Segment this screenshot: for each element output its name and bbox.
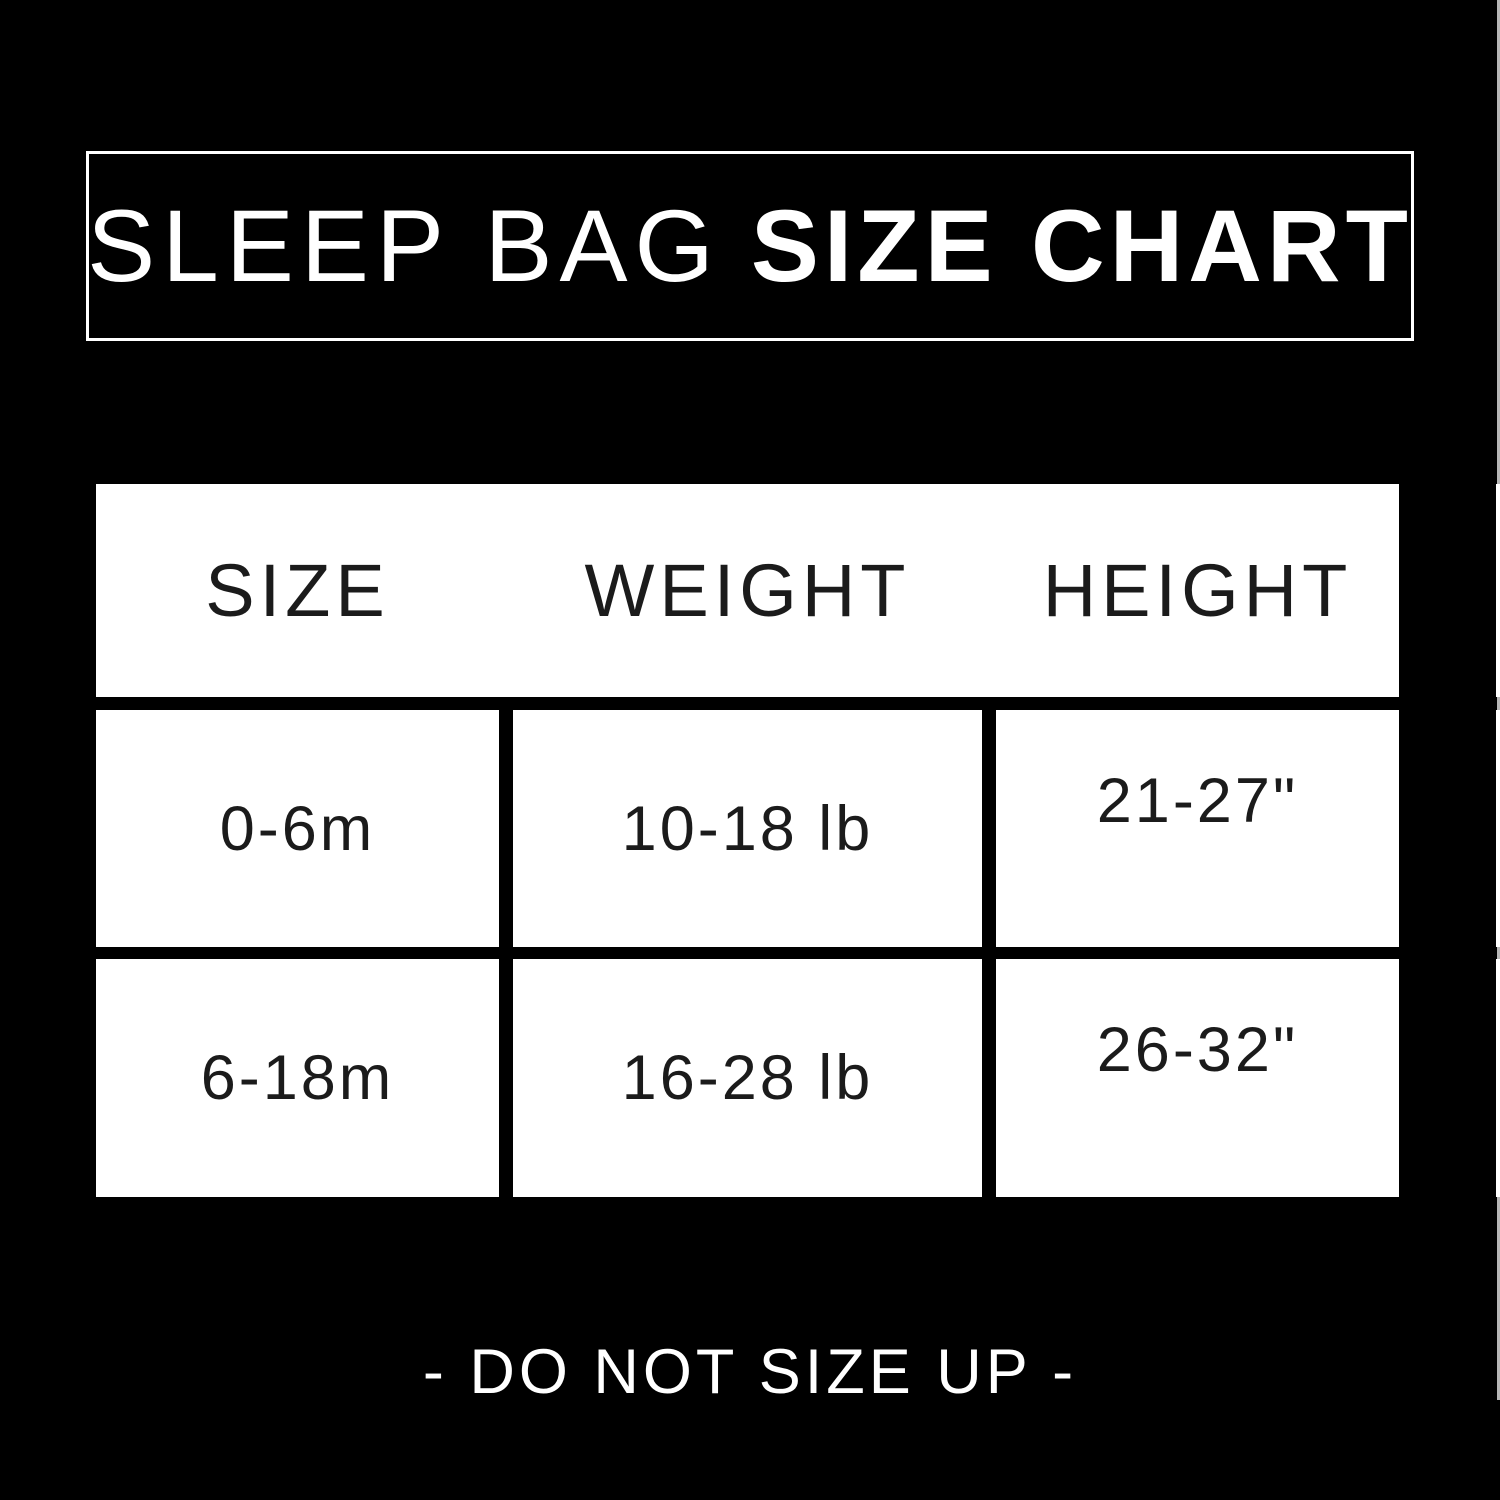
column-header-size: SIZE — [205, 549, 390, 632]
column-header-weight: WEIGHT — [584, 549, 911, 632]
table-cell-row2-size: 6-18m — [96, 959, 499, 1197]
right-edge-sliver-row1 — [1496, 710, 1500, 947]
right-edge-sliver-row2 — [1496, 959, 1500, 1197]
right-edge-crop-line — [1497, 0, 1500, 1400]
table-cell-row1-weight: 10-18 lb — [513, 710, 982, 947]
table-header-row: SIZE WEIGHT HEIGHT — [96, 484, 1399, 697]
title-box: SLEEP BAG SIZE CHART — [86, 151, 1414, 341]
table-cell-row2-weight: 16-28 lb — [513, 959, 982, 1197]
table-cell-row1-size: 0-6m — [96, 710, 499, 947]
do-not-size-up-note: - DO NOT SIZE UP - — [422, 1337, 1078, 1407]
title-text-bold: SIZE CHART — [750, 188, 1413, 303]
column-header-height: HEIGHT — [1042, 549, 1353, 632]
table-cell-row1-height: 21-27" — [996, 710, 1399, 947]
table-cell-row2-height: 26-32" — [996, 959, 1399, 1197]
title-text-light: SLEEP BAG — [87, 188, 721, 303]
right-edge-sliver-header — [1496, 484, 1500, 697]
